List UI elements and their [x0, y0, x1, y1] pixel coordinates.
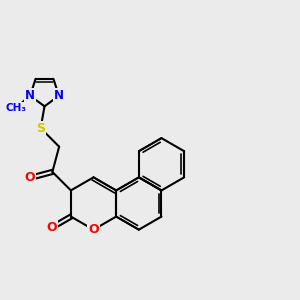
Text: N: N [54, 89, 64, 102]
Text: O: O [25, 171, 35, 184]
Text: S: S [36, 122, 45, 135]
Text: O: O [46, 221, 57, 234]
Text: CH₃: CH₃ [6, 103, 27, 112]
Text: O: O [88, 223, 99, 236]
Text: N: N [25, 89, 35, 102]
